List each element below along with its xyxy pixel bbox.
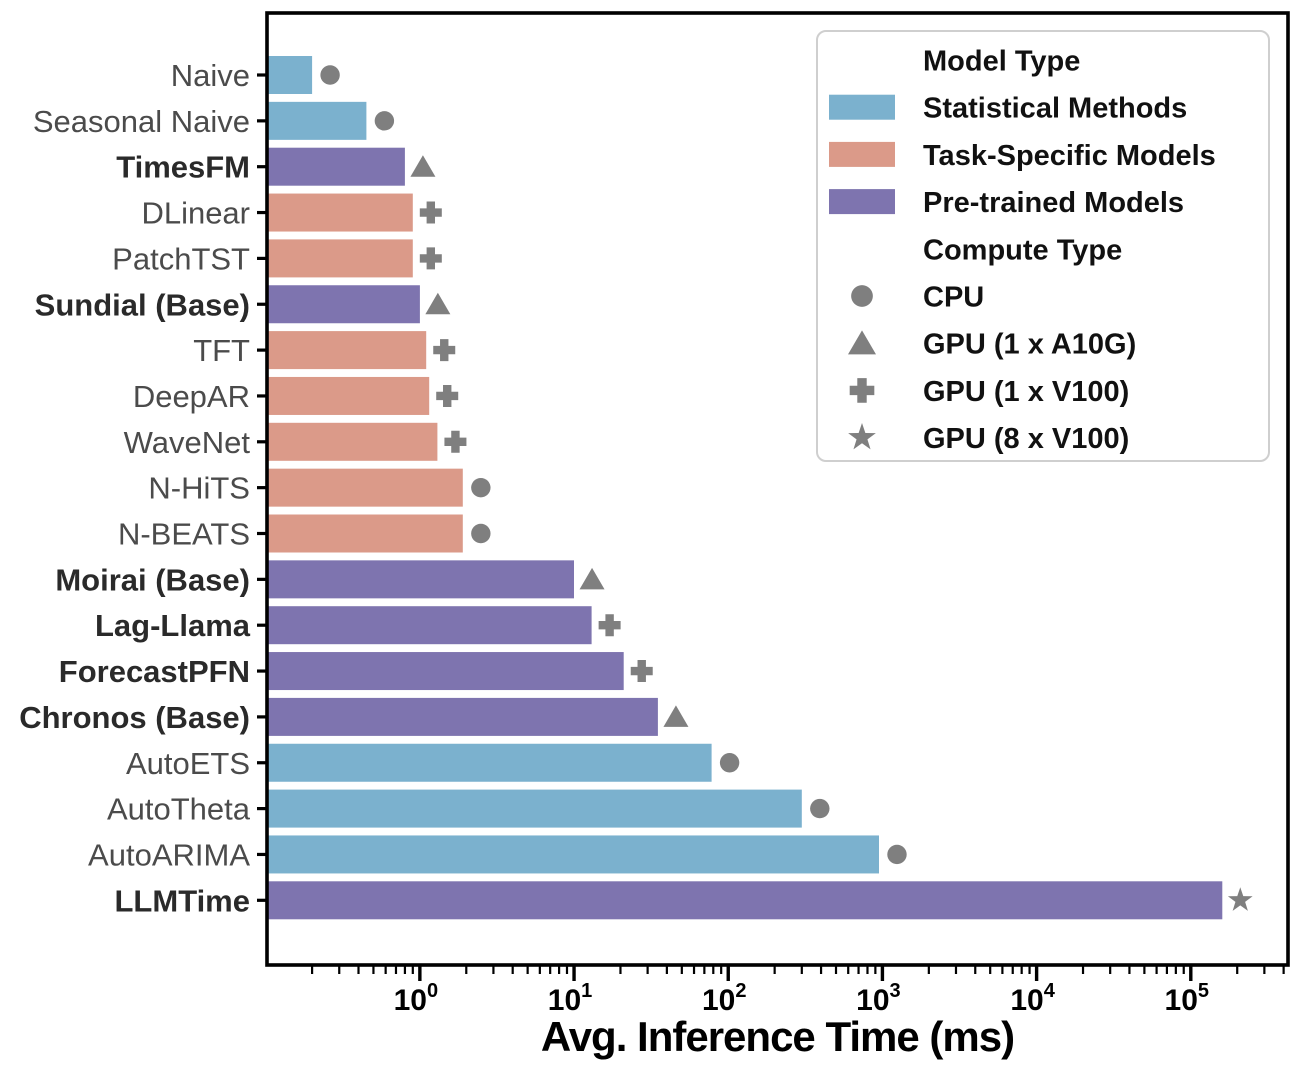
x-tick-label: 102 [702, 980, 747, 1017]
y-label-moirai-base: Moirai (Base) [55, 562, 250, 597]
x-tick-label: 105 [1165, 980, 1210, 1017]
bar-dlinear [267, 193, 413, 232]
y-label-seasonal-naive: Seasonal Naive [33, 104, 250, 139]
legend-label-task-specific-models: Task-Specific Models [923, 140, 1216, 172]
y-label-naive: Naive [171, 58, 250, 93]
y-label-chronos-base: Chronos (Base) [19, 700, 250, 735]
x-tick-label: 100 [394, 980, 439, 1017]
legend-label-statistical-methods: Statistical Methods [923, 93, 1187, 125]
bar-chronos-base [267, 697, 658, 736]
circle-icon [320, 65, 340, 85]
y-label-patchtst: PatchTST [112, 241, 250, 276]
legend-label-pre-trained-models: Pre-trained Models [923, 187, 1184, 219]
circle-icon [810, 798, 830, 819]
y-label-n-beats: N-BEATS [118, 517, 250, 552]
y-label-dlinear: DLinear [141, 196, 250, 231]
x-tick-label: 104 [1010, 980, 1055, 1017]
legend-title-compute-type: Compute Type [923, 234, 1122, 266]
bar-forecastpfn [267, 652, 624, 691]
plus-icon [444, 430, 467, 453]
bar-autoarima [267, 835, 879, 874]
circle-icon [719, 753, 740, 773]
bar-patchtst [267, 239, 413, 278]
plus-icon [419, 247, 442, 270]
bar-n-hits [267, 468, 463, 507]
bar-autoets [267, 743, 712, 782]
circle-icon [887, 844, 907, 865]
bar-naive [267, 56, 313, 94]
y-label-autoets: AutoETS [126, 746, 250, 781]
y-label-lag-llama: Lag-Llama [95, 608, 251, 643]
legend-label-cpu: CPU [923, 282, 984, 314]
plus-icon [433, 339, 456, 362]
legend-swatch-pre-trained-models [829, 189, 895, 215]
circle-icon [374, 111, 395, 131]
y-label-wavenet: WaveNet [124, 425, 251, 460]
plus-icon [436, 384, 459, 407]
bar-autotheta [267, 789, 802, 828]
legend-label-gpu-1-x-a10g: GPU (1 x A10G) [923, 329, 1136, 361]
star-icon [1227, 887, 1253, 911]
y-label-n-hits: N-HiTS [148, 471, 250, 506]
bar-seasonal-naive [267, 101, 367, 140]
bar-llmtime [267, 881, 1223, 920]
bar-deepar [267, 376, 430, 415]
y-label-autoarima: AutoARIMA [88, 837, 250, 872]
plot-border [265, 11, 1290, 967]
legend-swatch-task-specific-models [829, 141, 895, 167]
bar-sundial-base [267, 285, 420, 324]
triangle-icon [663, 705, 689, 727]
y-label-timesfm: TimesFM [116, 150, 250, 185]
plus-icon [849, 378, 875, 403]
y-label-tft: TFT [193, 333, 250, 368]
legend: Model Type Statistical Methods Task-Specif… [816, 30, 1270, 462]
bar-lag-llama [267, 606, 592, 645]
y-label-autotheta: AutoTheta [107, 792, 251, 827]
x-axis-title: Avg. Inference Time (ms) [541, 1013, 1014, 1060]
x-tick-label: 101 [548, 980, 593, 1017]
bar-n-beats [267, 514, 463, 553]
legend-box [816, 30, 1270, 462]
bar-tft [267, 331, 427, 370]
bars-group [267, 56, 1253, 920]
legend-label-gpu-8-x-v100: GPU (8 x V100) [923, 423, 1129, 455]
plus-icon [630, 660, 653, 683]
legend-swatch-statistical-methods [829, 94, 895, 120]
star-icon [848, 423, 876, 450]
bar-timesfm [267, 147, 405, 186]
triangle-icon [425, 292, 451, 315]
y-axis: Naive Seasonal Naive TimesFM DLinear PatchTS… [19, 58, 267, 918]
bar-moirai-base [267, 560, 574, 599]
plus-icon [419, 201, 442, 224]
y-label-sundial-base: Sundial (Base) [35, 287, 250, 322]
triangle-icon [579, 567, 605, 590]
y-label-forecastpfn: ForecastPFN [59, 654, 250, 689]
triangle-icon [410, 155, 436, 177]
circle-icon [471, 477, 491, 498]
plus-icon [598, 614, 621, 637]
legend-label-gpu-1-x-v100: GPU (1 x V100) [923, 376, 1129, 408]
triangle-icon [848, 330, 876, 355]
x-axis: 100 101 102 103 104 105 [310, 965, 1285, 1017]
circle-icon [851, 285, 873, 307]
x-tick-label: 103 [856, 980, 901, 1017]
circle-icon [471, 523, 491, 544]
y-label-deepar: DeepAR [133, 379, 250, 414]
bar-wavenet [267, 422, 438, 461]
y-label-llmtime: LLMTime [115, 883, 251, 918]
legend-title-model-type: Model Type [923, 46, 1080, 78]
